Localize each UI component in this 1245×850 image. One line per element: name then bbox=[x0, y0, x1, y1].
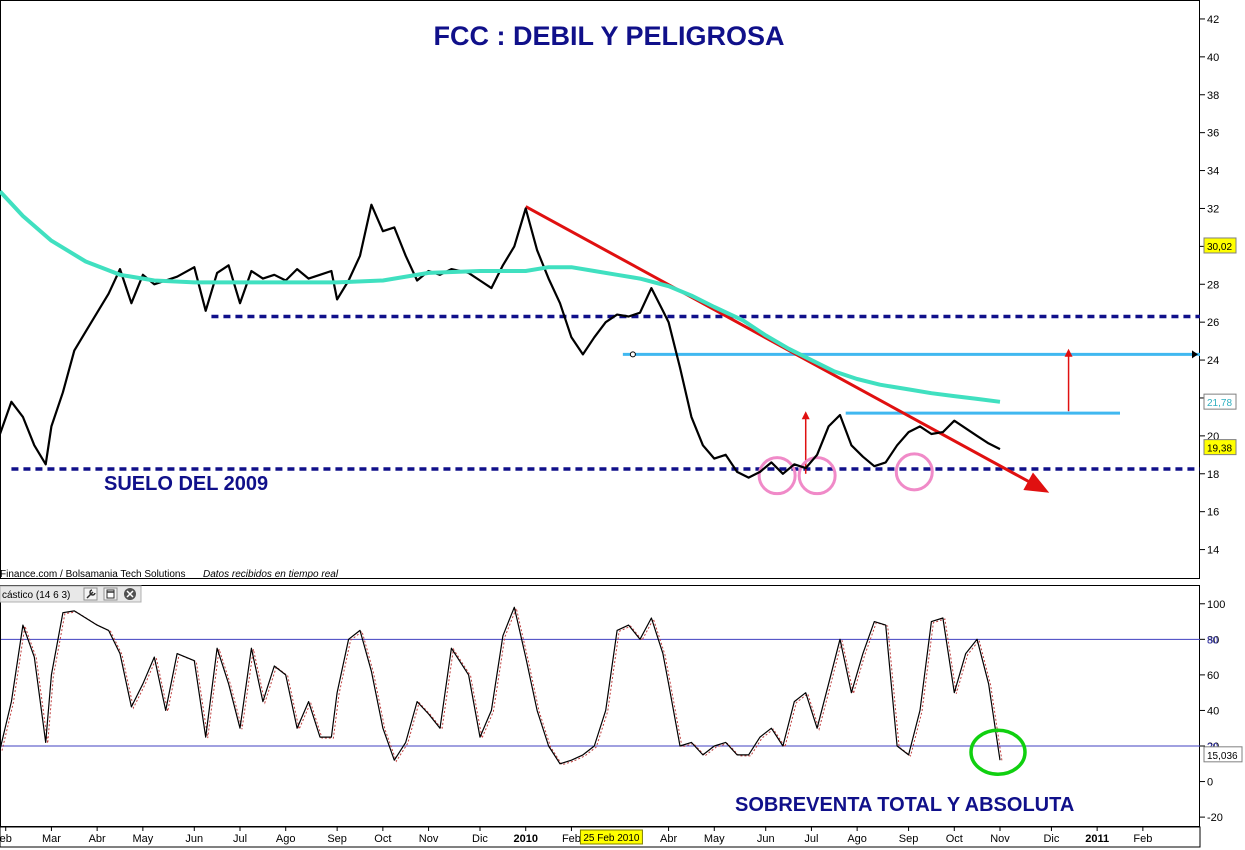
x-tick-label: eb bbox=[0, 833, 12, 845]
chart-title: FCC : DEBIL Y PELIGROSA bbox=[433, 21, 784, 51]
window-icon[interactable] bbox=[103, 587, 118, 601]
price-y-tick-label: 36 bbox=[1207, 128, 1219, 140]
realtime-note: Datos recibidos en tiempo real bbox=[203, 569, 339, 580]
price-value-badge bbox=[1203, 439, 1237, 456]
x-tick-label: Oct bbox=[946, 833, 963, 845]
price-y-tick-label: 26 bbox=[1207, 317, 1219, 329]
line-end-marker bbox=[1192, 350, 1198, 359]
x-tick-label: Jun bbox=[185, 833, 203, 845]
x-tick-label: Feb bbox=[562, 833, 581, 845]
price-y-tick-label: 24 bbox=[1207, 355, 1219, 367]
x-tick-label: May bbox=[704, 833, 725, 845]
x-tick-label: 2010 bbox=[513, 833, 537, 845]
price-y-tick-label: 38 bbox=[1207, 90, 1219, 102]
price-value-badge bbox=[1203, 237, 1237, 254]
x-tick-label: Abr bbox=[89, 833, 106, 845]
price-value-badge bbox=[1203, 393, 1237, 410]
source-credit: Finance.com / Bolsamania Tech Solutions bbox=[0, 569, 185, 580]
x-tick-label: 2011 bbox=[1085, 833, 1109, 845]
cursor-date-badge bbox=[579, 829, 643, 845]
close-icon[interactable] bbox=[124, 588, 136, 600]
trendline-arrowhead bbox=[1023, 472, 1050, 493]
stochastic-signal-line bbox=[1, 606, 1003, 766]
x-tick-label: Oct bbox=[374, 833, 391, 845]
x-tick-label: Dic bbox=[1043, 833, 1059, 845]
stochastic-line bbox=[0, 606, 1001, 765]
support-touch-circle bbox=[757, 456, 797, 496]
wrench-icon[interactable] bbox=[83, 587, 98, 601]
indicator-label: cástico (14 6 3) bbox=[2, 590, 70, 601]
price-y-axis: 141618202224262830323436384042 bbox=[1200, 14, 1219, 557]
price-marker bbox=[629, 351, 636, 358]
price-y-tick-label: 16 bbox=[1207, 507, 1219, 519]
indicator-value-badge-text: 15,036 bbox=[1207, 751, 1238, 762]
price-y-tick-label: 34 bbox=[1207, 166, 1219, 178]
x-tick-label: Ago bbox=[847, 833, 867, 845]
x-tick-label: Nov bbox=[419, 833, 439, 845]
target-arrowhead bbox=[801, 411, 810, 420]
x-tick-label: Ago bbox=[276, 833, 296, 845]
reference-line-label: 80 bbox=[1207, 635, 1219, 646]
price-value-badge-text: 19,38 bbox=[1207, 444, 1232, 455]
indicator-y-tick-label: 80 bbox=[1207, 634, 1219, 646]
x-tick-label: Nov bbox=[990, 833, 1010, 845]
indicator-y-tick-label: -20 bbox=[1207, 812, 1223, 824]
target-arrowhead bbox=[1064, 348, 1073, 357]
x-tick-label: Mar bbox=[42, 833, 61, 845]
support-touch-circle bbox=[797, 456, 837, 496]
indicator-y-tick-label: 100 bbox=[1207, 599, 1225, 611]
x-tick-label: Sep bbox=[899, 833, 919, 845]
x-tick-label: Dic bbox=[472, 833, 488, 845]
price-y-tick-label: 18 bbox=[1207, 469, 1219, 481]
indicator-value-badge bbox=[1203, 746, 1243, 763]
oversold-circle bbox=[969, 728, 1027, 776]
indicator-y-axis: -20020406080100 bbox=[1200, 599, 1225, 824]
x-tick-label: Jul bbox=[804, 833, 818, 845]
x-tick-label: Feb bbox=[1133, 833, 1152, 845]
oversold-label: SOBREVENTA TOTAL Y ABSOLUTA bbox=[735, 794, 1074, 816]
moving-average-line bbox=[0, 190, 1001, 404]
x-axis: eb Mar Abr May Jun Jul Ago Sep Oct Nov Dic 2010 Feb A… bbox=[0, 827, 1152, 845]
indicator-panel-frame bbox=[0, 585, 1200, 827]
price-y-tick-label: 32 bbox=[1207, 203, 1219, 215]
price-y-tick-label: 42 bbox=[1207, 14, 1219, 26]
indicator-y-tick-label: 0 bbox=[1207, 777, 1213, 789]
price-y-tick-label: 40 bbox=[1207, 52, 1219, 64]
cursor-date-label: 25 Feb 2010 bbox=[583, 833, 640, 844]
indicator-y-tick-label: 40 bbox=[1207, 705, 1219, 717]
price-y-tick-label: 28 bbox=[1207, 279, 1219, 291]
price-y-tick-label: 14 bbox=[1207, 545, 1219, 557]
indicator-y-tick-label: 60 bbox=[1207, 670, 1219, 682]
x-tick-label: Abr bbox=[660, 833, 677, 845]
support-touch-circle bbox=[894, 452, 934, 492]
price-value-badge-text: 21,78 bbox=[1207, 398, 1232, 409]
series-layer bbox=[0, 190, 1027, 776]
x-tick-label: Jul bbox=[233, 833, 247, 845]
x-tick-label: Sep bbox=[327, 833, 347, 845]
floor-label: SUELO DEL 2009 bbox=[104, 473, 268, 495]
value-badges: 30,02 21,78 19,38 15,036 bbox=[1203, 237, 1243, 763]
x-tick-label: Jun bbox=[757, 833, 775, 845]
price-value-badge-text: 30,02 bbox=[1207, 242, 1232, 253]
x-tick-label: May bbox=[132, 833, 153, 845]
